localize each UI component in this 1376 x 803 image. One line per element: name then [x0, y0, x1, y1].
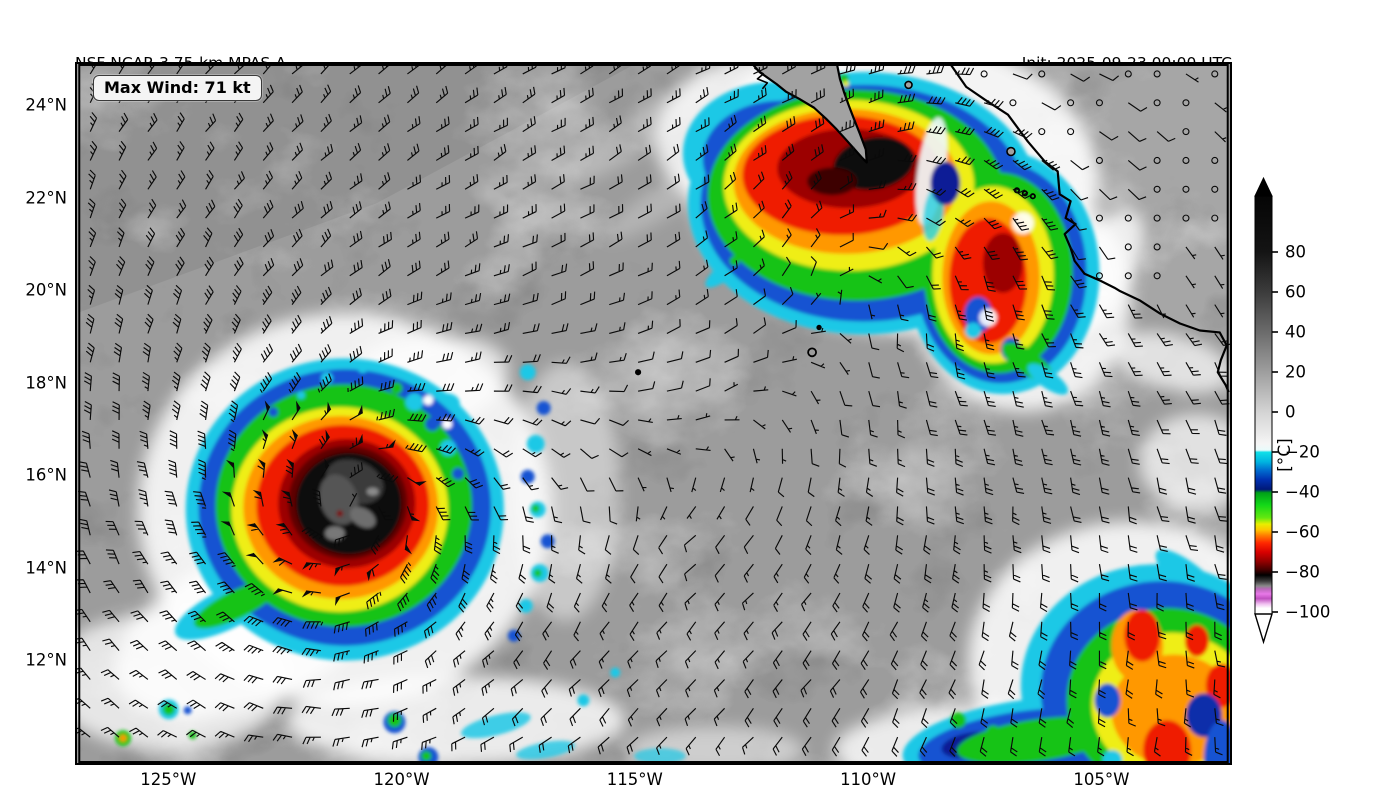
lat-tick-label: 18°N — [25, 373, 67, 392]
colorbar-arrow-bottom — [1254, 613, 1273, 645]
satellite-wind-map — [77, 64, 1230, 763]
convective-system-mexico-coast — [682, 65, 1100, 395]
colorbar-tick-label: −20 — [1285, 442, 1320, 462]
colorbar-tick-label: 0 — [1285, 402, 1296, 422]
colorbar-graphic — [1254, 176, 1278, 645]
colorbar: 80 60 40 20 0 −20 −40 −60 −80 −100 — [1240, 170, 1376, 730]
lat-tick-label: 20°N — [25, 280, 67, 300]
colorbar-units-label: [°C] — [1275, 438, 1295, 472]
lon-tick-label: 105°W — [1073, 770, 1130, 789]
colorbar-bar — [1254, 195, 1273, 615]
lat-tick-label: 16°N — [25, 465, 67, 485]
lon-tick-label: 120°W — [373, 770, 430, 789]
island-dot — [816, 324, 822, 331]
island-small — [1006, 146, 1016, 157]
island-gulf — [904, 80, 913, 90]
colorbar-tick-label: 20 — [1285, 362, 1306, 382]
island-dot — [635, 369, 642, 376]
coastline — [635, 64, 1230, 393]
lat-tick-label: 22°N — [25, 188, 67, 207]
max-wind-annotation: Max Wind: 71 kt — [93, 75, 262, 101]
tropical-cyclone — [174, 358, 555, 661]
wind-barbs — [77, 64, 1230, 757]
colorbar-tick-label: −80 — [1285, 562, 1320, 582]
wind-barb-layer — [77, 64, 1230, 757]
colorbar-arrow-top — [1254, 176, 1273, 197]
island-socorro — [807, 347, 817, 358]
lon-tick-label: 125°W — [140, 770, 197, 789]
colorbar-tick-label: −40 — [1285, 482, 1320, 502]
lat-tick-label: 24°N — [25, 95, 67, 115]
lon-tick-label: 110°W — [840, 770, 897, 789]
map-panel: Max Wind: 71 kt — [75, 62, 1232, 765]
colorbar-tick-label: −100 — [1285, 602, 1331, 622]
colorbar-tick-label: 80 — [1285, 242, 1306, 262]
map-frame — [78, 64, 1229, 763]
lat-tick-label: 14°N — [25, 558, 67, 577]
colorbar-tick-label: −60 — [1285, 522, 1320, 542]
lon-tick-label: 115°W — [606, 770, 663, 789]
lat-tick-label: 12°N — [25, 650, 67, 670]
colorbar-tick-label: 40 — [1285, 322, 1306, 342]
colorbar-tick-label: 60 — [1285, 282, 1306, 302]
